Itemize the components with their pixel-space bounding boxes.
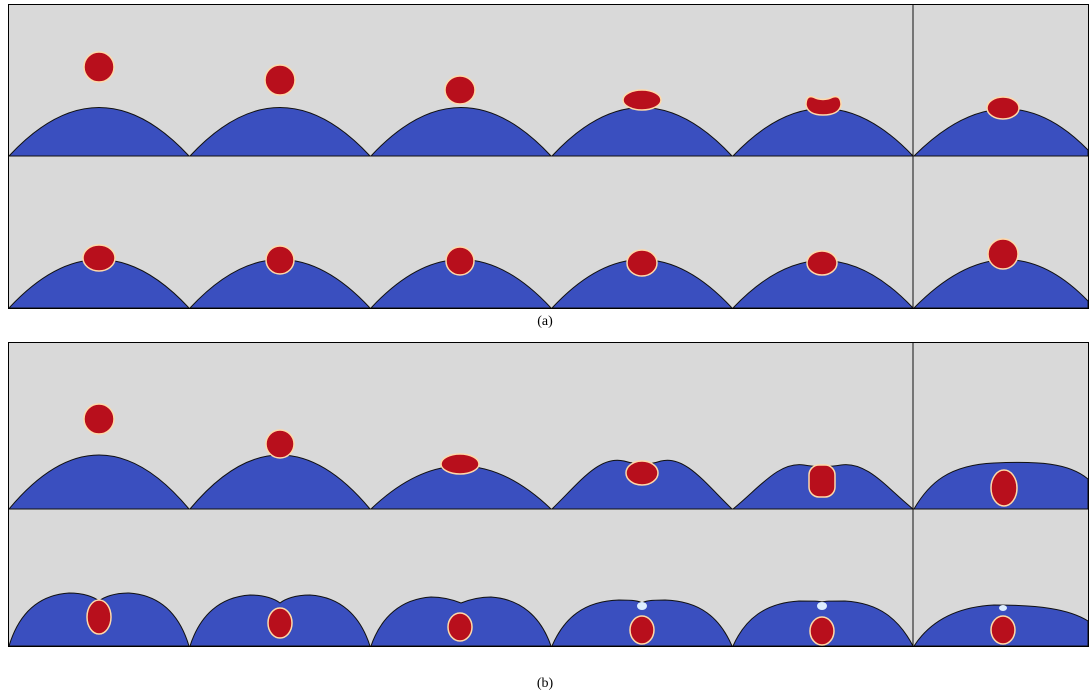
droplet (82, 244, 116, 272)
panel-b (8, 342, 1089, 647)
droplet (629, 615, 655, 645)
droplet (83, 51, 115, 83)
cavity (999, 605, 1007, 611)
droplet (265, 429, 295, 459)
droplet (809, 616, 835, 646)
panel-a-frame-7 (9, 244, 190, 308)
panel-b-frame-12 (913, 604, 1088, 646)
droplet (805, 95, 842, 116)
panel-b-frame-2 (188, 429, 372, 510)
droplet (990, 615, 1016, 645)
panel-b-image-sequence (9, 343, 1088, 646)
panel-a-frame-5 (731, 95, 915, 157)
panel-a-frame-10 (551, 249, 733, 308)
panel-a-frame-11 (732, 250, 914, 308)
panel-a-image-sequence (9, 5, 1088, 308)
panel-b-frame-11 (732, 600, 914, 646)
droplet (447, 612, 473, 642)
droplet (986, 96, 1020, 120)
panel-a-frame-4 (550, 89, 734, 157)
panel-b-frame-7 (9, 592, 190, 646)
panel-a-frame-9 (370, 246, 552, 308)
cavity (817, 602, 827, 610)
droplet (440, 453, 480, 475)
panel-b-frame-6 (913, 461, 1088, 510)
panel-a-frame-1 (9, 51, 191, 157)
droplet (622, 89, 662, 111)
droplet (267, 607, 293, 639)
droplet (445, 246, 475, 276)
panel-a-frame-6 (912, 96, 1088, 157)
panel-a-frame-2 (188, 64, 372, 157)
cavity (637, 602, 647, 610)
panel-a-frame-12 (913, 238, 1088, 308)
droplet (626, 249, 658, 277)
panel-b-frame-4 (550, 459, 734, 510)
droplet (806, 250, 838, 276)
droplet (265, 245, 295, 275)
panel-b-frame-3 (369, 453, 553, 510)
panel-b-frame-5 (731, 464, 915, 510)
panel-b-frame-8 (189, 594, 371, 646)
panel-b-frame-10 (551, 599, 733, 646)
panel-a-frame-8 (189, 245, 371, 308)
caption-a: (a) (537, 314, 553, 329)
caption-b: (b) (536, 676, 554, 691)
droplet (987, 238, 1019, 270)
panel-b-frame-9 (370, 596, 552, 646)
droplet (83, 403, 115, 435)
panel-a-frame-3 (369, 75, 553, 157)
droplet (990, 469, 1018, 507)
droplet (625, 460, 659, 486)
panel-a (8, 4, 1089, 309)
droplet (444, 75, 476, 105)
panel-b-frame-1 (9, 403, 191, 510)
droplet (808, 464, 836, 498)
droplet (264, 64, 296, 96)
droplet (86, 599, 112, 635)
